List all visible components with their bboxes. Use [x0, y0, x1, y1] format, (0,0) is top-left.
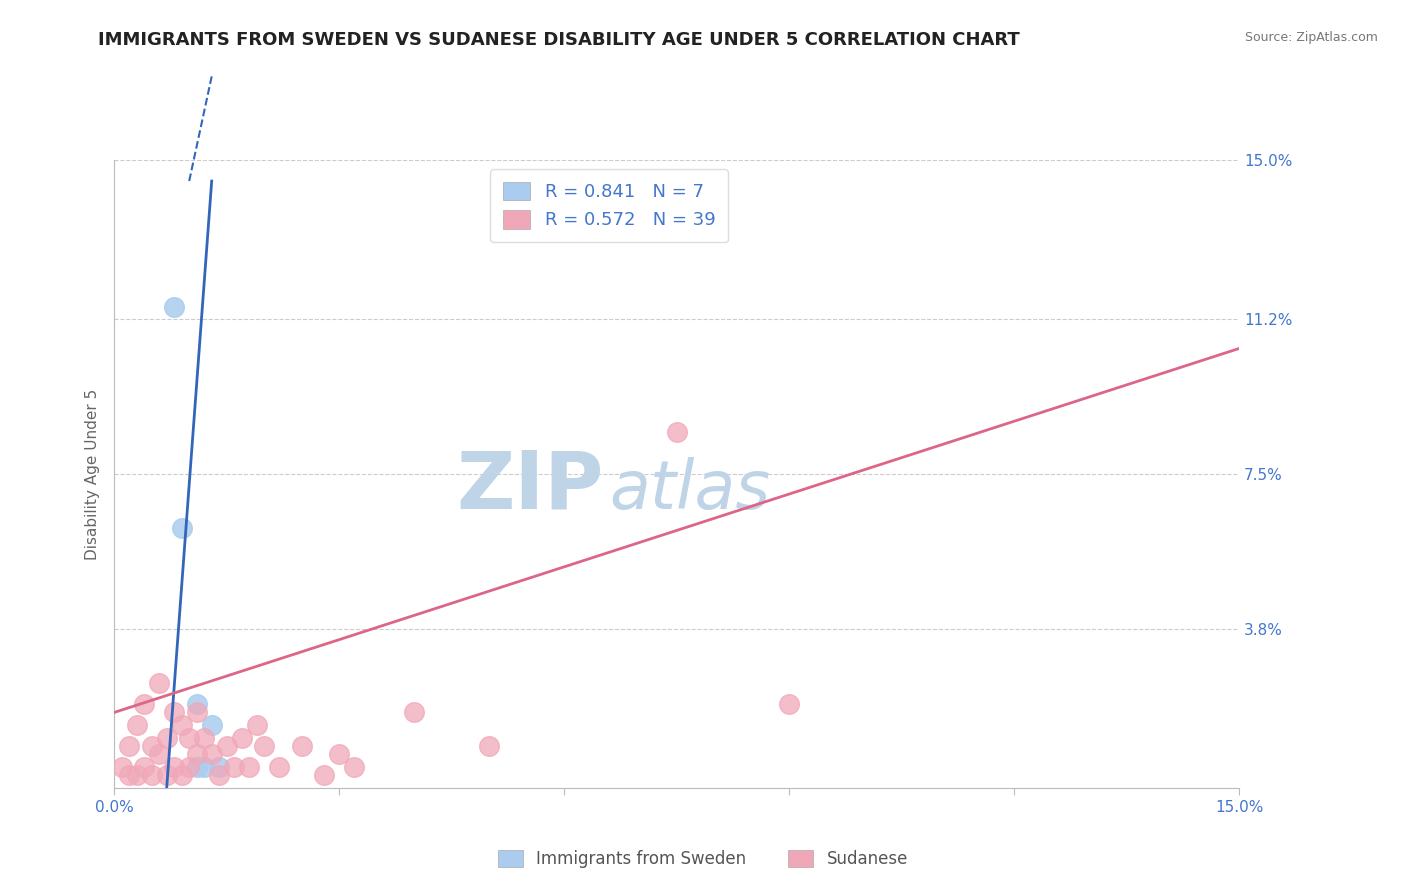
- Point: [170, 718, 193, 732]
- Point: [141, 768, 163, 782]
- Point: [148, 747, 170, 762]
- Point: [134, 697, 156, 711]
- Legend: Immigrants from Sweden, Sudanese: Immigrants from Sweden, Sudanese: [492, 843, 914, 875]
- Point: [118, 739, 141, 753]
- Point: [208, 768, 231, 782]
- Text: atlas: atlas: [609, 457, 770, 523]
- Point: [269, 760, 291, 774]
- Point: [179, 731, 201, 745]
- Y-axis label: Disability Age Under 5: Disability Age Under 5: [86, 388, 100, 559]
- Point: [201, 718, 224, 732]
- Point: [314, 768, 336, 782]
- Point: [156, 768, 179, 782]
- Point: [163, 706, 186, 720]
- Point: [186, 760, 208, 774]
- Point: [253, 739, 276, 753]
- Point: [170, 768, 193, 782]
- Point: [478, 739, 501, 753]
- Point: [328, 747, 350, 762]
- Point: [186, 706, 208, 720]
- Point: [148, 676, 170, 690]
- Point: [141, 739, 163, 753]
- Point: [193, 760, 215, 774]
- Point: [163, 300, 186, 314]
- Point: [163, 760, 186, 774]
- Text: ZIP: ZIP: [457, 448, 603, 525]
- Point: [125, 718, 148, 732]
- Point: [665, 425, 688, 439]
- Point: [186, 697, 208, 711]
- Legend: R = 0.841   N = 7, R = 0.572   N = 39: R = 0.841 N = 7, R = 0.572 N = 39: [491, 169, 728, 242]
- Point: [238, 760, 260, 774]
- Point: [186, 747, 208, 762]
- Point: [118, 768, 141, 782]
- Point: [343, 760, 366, 774]
- Point: [125, 768, 148, 782]
- Text: Source: ZipAtlas.com: Source: ZipAtlas.com: [1244, 31, 1378, 45]
- Point: [111, 760, 134, 774]
- Point: [170, 521, 193, 535]
- Point: [193, 731, 215, 745]
- Point: [201, 747, 224, 762]
- Point: [156, 731, 179, 745]
- Point: [246, 718, 269, 732]
- Point: [291, 739, 314, 753]
- Point: [404, 706, 426, 720]
- Point: [215, 739, 238, 753]
- Point: [208, 760, 231, 774]
- Text: IMMIGRANTS FROM SWEDEN VS SUDANESE DISABILITY AGE UNDER 5 CORRELATION CHART: IMMIGRANTS FROM SWEDEN VS SUDANESE DISAB…: [98, 31, 1021, 49]
- Point: [778, 697, 800, 711]
- Point: [179, 760, 201, 774]
- Point: [134, 760, 156, 774]
- Point: [224, 760, 246, 774]
- Point: [231, 731, 253, 745]
